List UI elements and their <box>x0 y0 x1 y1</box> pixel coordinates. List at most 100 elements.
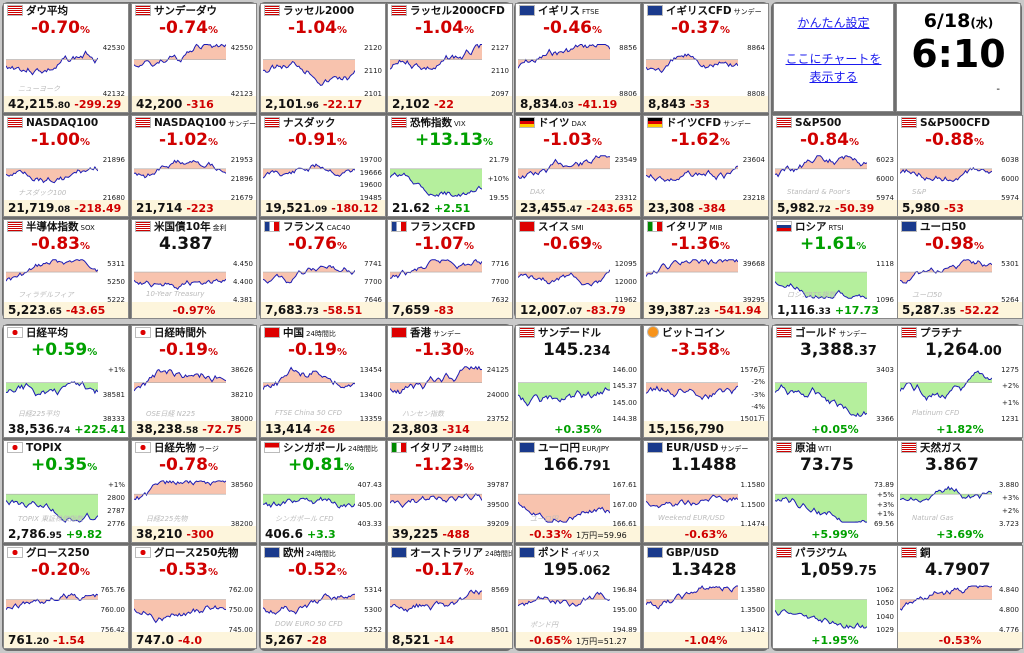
axis-level-label: 3.880 <box>998 481 1019 489</box>
market-tile[interactable]: 中国 24時間比 -0.19% 13454 13400 13359 FTSE China 5… <box>260 325 386 438</box>
us-flag-icon <box>901 546 917 558</box>
axis-level-label: 5252 <box>364 626 382 634</box>
sparkline-chart <box>263 163 355 179</box>
market-tile[interactable]: 米国債10年 金利 4.387 4.450 4.400 4.381 10-Year Trea… <box>131 219 257 319</box>
chart-watermark: ロシアRTS指数 <box>787 291 836 299</box>
tile-title: S&P500 <box>773 116 841 130</box>
sparkline-line <box>646 165 738 182</box>
market-tile[interactable]: イギリス FTSE -0.46% 8856 8806 8,834.03 -41.19 <box>515 3 641 113</box>
cn-flag-icon <box>264 326 280 338</box>
axis-level-label: 4.840 <box>998 586 1019 594</box>
tile-change: -53 <box>943 202 964 215</box>
axis-level-label: 11962 <box>614 296 637 304</box>
tile-price: 7,683 <box>265 303 303 317</box>
market-tile[interactable]: S&P500 -0.84% 6023 6000 5974 Standard & Poor'… <box>772 115 898 217</box>
axis-level-label: 13400 <box>359 390 382 399</box>
market-tile[interactable]: イタリア MIB -1.36% 39668 39295 39,387.23 -541.94 <box>643 219 769 319</box>
market-tile[interactable]: ゴールド サンデー 3,388.37 3403 3366 +0.05% <box>772 325 898 438</box>
market-tile[interactable]: ビットコイン -3.58% 1576万 -2% -3% -4% 1501万 15,156,79… <box>643 325 769 438</box>
sparkline-line <box>518 269 610 287</box>
market-tile[interactable]: 日経先物 ラージ -0.78% 38560 38200 日経225先物 38,210 -300 <box>131 440 257 543</box>
market-tile[interactable]: ダウ平均 -0.70% 42530 42132 ニューヨーク 42,215.80 -299.… <box>3 3 129 113</box>
tile-title: 原油 WTI <box>773 441 831 455</box>
easy-settings-link[interactable]: かんたん設定 <box>797 16 870 30</box>
sparkline-area <box>900 486 992 503</box>
market-tile[interactable]: ポンド イギリス 195.062 196.84 195.00 194.89 ポンド円 -0.6… <box>515 545 641 649</box>
market-tile[interactable]: ラッセル2000CFD -1.04% 2127 2110 2097 2,102 -22 <box>387 3 513 113</box>
market-tile[interactable]: 日経平均 +0.59% +1% 38581 38333 日経225平均 38,536.74 +… <box>3 325 129 438</box>
settings-panel: かんたん設定 ここにチャートを 表示する <box>773 3 894 112</box>
market-tile[interactable]: NASDAQ100 サンデー -1.02% 21953 21896 21679 21,714… <box>131 115 257 217</box>
market-tile[interactable]: 日経時間外 -0.19% 38626 38210 38000 OSE日経 N225 38,2… <box>131 325 257 438</box>
tile-change: -0.63% <box>684 528 728 541</box>
axis-level-label: -2% <box>751 378 765 387</box>
tile-price: 195.062 <box>543 560 611 580</box>
axis-level-label: +10% <box>487 175 509 183</box>
market-tile[interactable]: フランス CAC40 -0.76% 7741 7700 7646 7,683.73 -58.5… <box>260 219 386 319</box>
market-tile[interactable]: 銅 4.7907 4.840 4.800 4.776 -0.53% <box>897 545 1023 649</box>
show-chart-link[interactable]: ここにチャートを 表示する <box>774 50 893 86</box>
axis-level-label: 38210 <box>230 390 253 399</box>
market-tile[interactable]: オーストラリア 24時間比 -0.17% 8569 8501 8,521 -14 <box>387 545 513 649</box>
market-tile[interactable]: ラッセル2000 -1.04% 2120 2110 2101 2,101.96 -22.17 <box>260 3 386 113</box>
market-tile[interactable]: フランスCFD -1.07% 7716 7700 7632 7,659 -83 <box>387 219 513 319</box>
market-tile[interactable]: パラジウム 1,059.75 1062 1050 1040 1029 +1.95% <box>772 545 898 649</box>
axis-level-label: 5250 <box>107 278 125 286</box>
tile-name: ラッセル2000 <box>283 5 355 17</box>
market-tile[interactable]: スイス SMI -0.69% 12095 12000 11962 12,007.07 -83.… <box>515 219 641 319</box>
jp-flag-icon <box>135 441 151 453</box>
axis-level-label: +2% <box>1002 507 1019 515</box>
tile-footer: +0.05% <box>773 421 897 437</box>
tile-price: 23,455 <box>520 201 567 215</box>
market-tile[interactable]: ユーロ円 EUR/JPY 166.791 167.61 167.00 166.61 ユーロ円… <box>515 440 641 543</box>
market-tile[interactable]: サンデードル 145.234 146.00 145.37 145.00 144.38 +0.… <box>515 325 641 438</box>
tile-price: 38,210 <box>136 527 183 541</box>
sparkline-area <box>6 259 98 282</box>
tile-name: 恐怖指数 <box>410 117 452 129</box>
market-tile[interactable]: イギリスCFD サンデー -0.37% 8864 8808 8,843 -33 <box>643 3 769 113</box>
market-tile[interactable]: プラチナ 1,264.00 1275 +2% +1% 1231 Platinum CFD +1… <box>897 325 1023 438</box>
market-tile[interactable]: 半導体指数 SOX -0.83% 5311 5250 5222 フィラデルフィア 5,223.… <box>3 219 129 319</box>
market-tile[interactable]: NASDAQ100 -1.00% 21896 21680 ナスダック100 21,719.… <box>3 115 129 217</box>
market-tile[interactable]: ロシア RTSI +1.61% 1118 1096 ロシアRTS指数 1,116.33 +17… <box>772 219 898 319</box>
axis-level-label: +1% <box>108 366 125 374</box>
market-tile[interactable]: グロース250先物 -0.53% 762.00 750.00 745.00 747.0 -4… <box>131 545 257 649</box>
market-tile[interactable]: GBP/USD 1.3428 1.3580 1.3500 1.3412 -1.04% <box>643 545 769 649</box>
market-tile[interactable]: S&P500CFD -0.88% 6038 6000 5974 S&P 5,980 -53 <box>897 115 1023 217</box>
tile-subtitle: サンデー <box>720 445 749 453</box>
sparkline-area <box>6 494 98 523</box>
tile-footer: +3.69% <box>898 526 1022 542</box>
tile-price-decimals: .74 <box>54 426 71 436</box>
tile-footer: 42,200 -316 <box>132 96 256 112</box>
tile-price: 2,101 <box>265 97 303 111</box>
market-tile[interactable]: 天然ガス 3.867 3.880 +3% +2% 3.723 Natural Gas +3.6… <box>897 440 1023 543</box>
market-tile[interactable]: ドイツCFD サンデー -1.62% 23604 23218 23,308 -384 <box>643 115 769 217</box>
market-tile[interactable]: 欧州 24時間比 -0.52% 5314 5300 5252 DOW EURO 50 CFD… <box>260 545 386 649</box>
market-tile[interactable]: シンガポール 24時間比 +0.81% 407.43 405.00 403.33 シンガポー… <box>260 440 386 543</box>
axis-level-label: 73.89 <box>873 481 894 489</box>
hk-flag-icon <box>391 326 407 338</box>
market-tile[interactable]: EUR/USD サンデー 1.1488 1.1580 1.1500 1.1474 Weeke… <box>643 440 769 543</box>
axis-level-label: 39787 <box>486 481 509 489</box>
market-tile[interactable]: グロース250 -0.20% 765.76 760.00 756.42 761.20 -1.… <box>3 545 129 649</box>
market-tile[interactable]: 香港 サンデー -1.30% 24125 24000 23752 ハンセン指数 23,803-… <box>387 325 513 438</box>
axis-level-label: 1.1474 <box>740 520 766 528</box>
market-tile[interactable]: サンデーダウ -0.74% 42550 42123 42,200 -316 <box>131 3 257 113</box>
market-tile[interactable]: 原油 WTI 73.75 73.89 +5% +3% +1% 69.56 +5.99% <box>772 440 898 543</box>
market-tile[interactable]: ユーロ50 -0.98% 5301 5264 ユーロ50 5,287.35 -52.22 <box>897 219 1023 319</box>
chart-watermark: OSE日経 N225 <box>146 410 196 418</box>
sparkline-line <box>6 593 98 610</box>
market-tile[interactable]: ナスダック -0.91% 19700 19666 19600 19485 19,521.09… <box>260 115 386 217</box>
tile-title: パラジウム <box>773 546 847 560</box>
sparkline-area <box>518 155 610 179</box>
market-tile[interactable]: TOPIX +0.35% +1% 2800 2787 2776 TOPIX 東証株価指数 2,… <box>3 440 129 543</box>
clock-tick: - <box>996 84 1000 95</box>
tile-footer: +5.99% <box>773 526 897 542</box>
sparkline-line <box>646 494 738 509</box>
tile-price: 4.7907 <box>925 560 991 580</box>
sparkline-line <box>775 281 867 299</box>
market-tile[interactable]: ドイツ DAX -1.03% 23549 23312 DAX 23,455.47 -243.6… <box>515 115 641 217</box>
axis-level-label: 4.450 <box>232 260 253 268</box>
market-tile[interactable]: イタリア 24時間比 -1.23% 39787 39500 39209 39,225 -488 <box>387 440 513 543</box>
market-tile[interactable]: 恐怖指数 VIX +13.13% 21.79 +10% 19.55 21.62 +2.51 <box>387 115 513 217</box>
